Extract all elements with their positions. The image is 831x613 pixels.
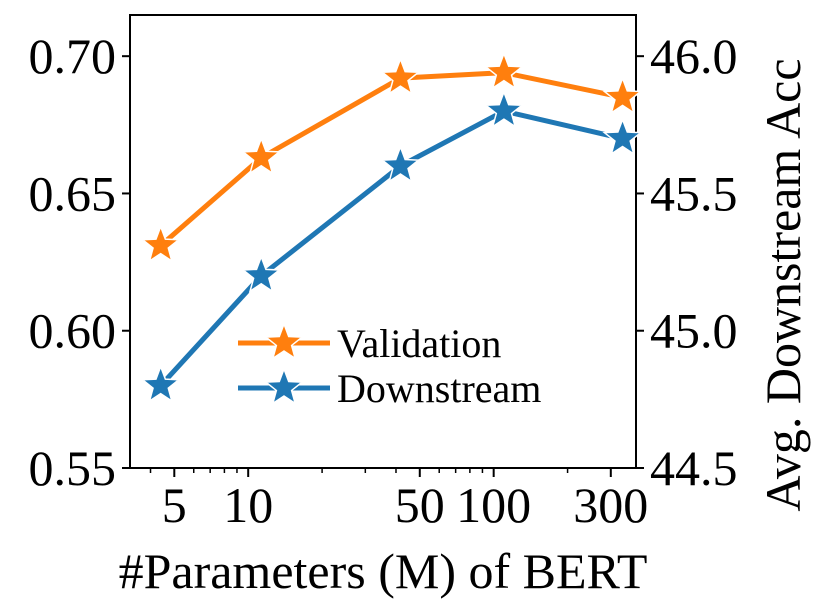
left-tick-label: 0.70 (29, 28, 117, 84)
right-tick-label: 45.0 (650, 303, 738, 359)
x-tick-label: 100 (456, 477, 531, 533)
downstream-data-point (602, 117, 643, 156)
x-axis: 5 10 50 100 300 (149, 468, 648, 533)
validation-data-point (602, 76, 643, 115)
x-tick-label: 50 (395, 477, 445, 533)
right-tick-label: 46.0 (650, 28, 738, 84)
left-tick-label: 0.60 (29, 303, 117, 359)
series-layer (140, 51, 643, 403)
legend-validation-label: Validation (337, 321, 501, 366)
validation-data-point (140, 224, 181, 263)
validation-data-point (483, 51, 525, 90)
x-tick-label: 300 (573, 477, 648, 533)
downstream-data-point (483, 89, 525, 129)
right-tick-label: 44.5 (650, 440, 738, 496)
validation-data-point (241, 136, 282, 175)
legend-downstream-marker (263, 366, 305, 406)
x-axis-title: #Parameters (M) of BERT (119, 543, 648, 599)
x-tick-label: 10 (223, 477, 273, 533)
legend-validation-marker (263, 321, 305, 361)
left-tick-label: 0.65 (29, 165, 117, 221)
downstream-data-point (140, 364, 181, 403)
right-axis-title: Avg. Downstream Acc (755, 58, 811, 511)
right-tick-label: 45.5 (650, 165, 738, 221)
downstream-data-point (380, 144, 421, 184)
downstream-data-point (241, 254, 282, 293)
plot-area (129, 14, 637, 469)
left-tick-label: 0.55 (29, 440, 117, 496)
left-axis: 0.55 0.60 0.65 0.70 (29, 28, 130, 496)
plot-frame (129, 14, 637, 469)
legend-downstream-label: Downstream (337, 366, 541, 411)
right-axis: 44.5 45.0 45.5 46.0 (636, 28, 738, 496)
x-tick-label: 5 (162, 477, 187, 533)
validation-data-point (380, 57, 421, 96)
